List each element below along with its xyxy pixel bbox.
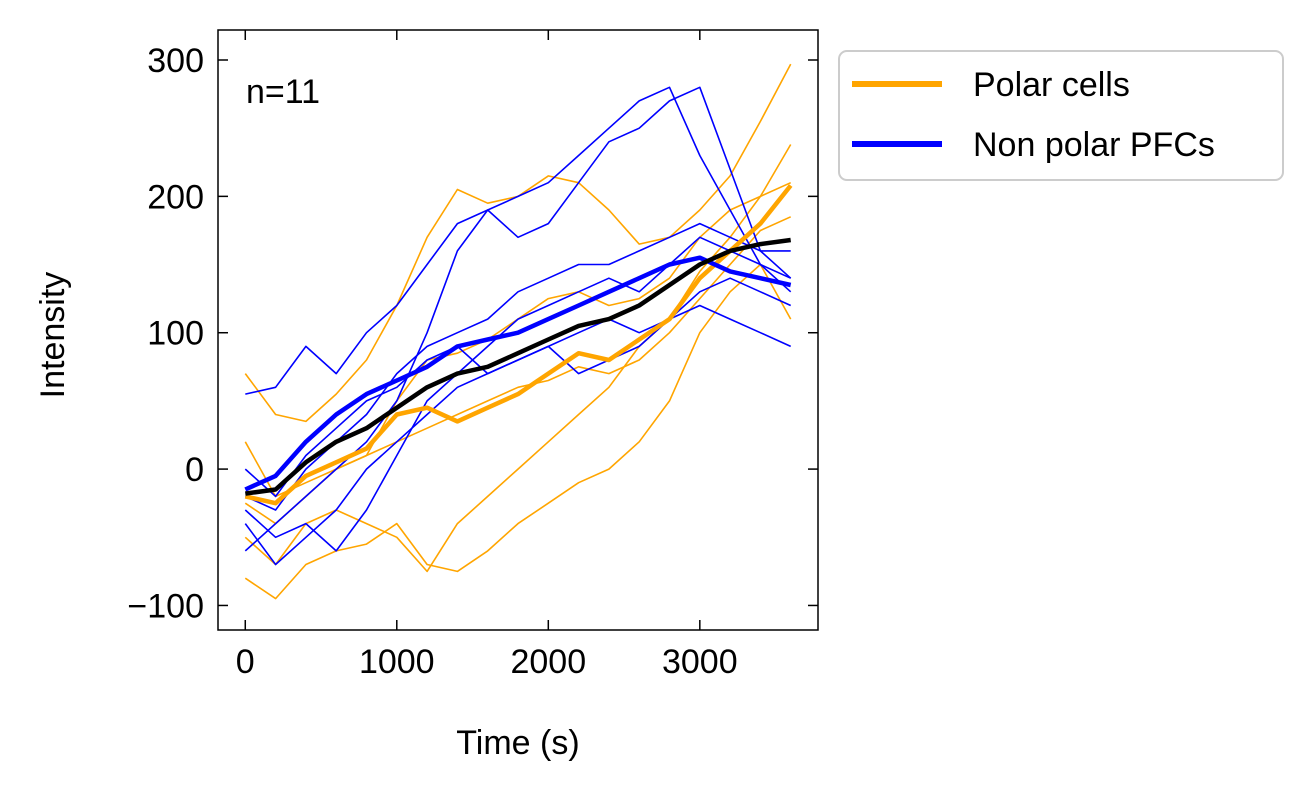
- legend-label-non-polar-pfcs: Non polar PFCs: [973, 126, 1215, 164]
- y-axis-title: Intensity: [34, 272, 72, 399]
- series-line-nonpolar-individual-11: [244, 304, 792, 498]
- ticks-layer: 0 1000 2000 3000 −100 0 100 200 300: [127, 30, 818, 681]
- x-tick-label: 3000: [662, 643, 738, 681]
- y-tick-label: 0: [185, 451, 204, 489]
- series-line-polar-individual-3: [244, 63, 792, 423]
- series-line-polar-individual-5: [244, 144, 792, 573]
- y-tick-label: 300: [147, 42, 204, 80]
- legend-label-polar-cells: Polar cells: [973, 66, 1130, 104]
- series-line-polar-mean: [244, 184, 793, 506]
- series-line-nonpolar-individual-12: [244, 236, 792, 552]
- series-line-nonpolar-individual-8: [245, 86, 792, 395]
- plot-frame: [217, 29, 819, 631]
- lines-layer: [244, 63, 793, 600]
- legend-box: [838, 50, 1284, 181]
- series-line-polar-individual-4: [244, 263, 792, 600]
- series-line-nonpolar-mean: [244, 255, 792, 492]
- series-line-nonpolar-individual-9: [244, 86, 792, 552]
- series-line-overall-mean: [244, 237, 792, 496]
- y-tick-label: 100: [147, 315, 204, 353]
- sample-size-annotation: n=11: [246, 73, 320, 111]
- legend: Polar cells Non polar PFCs: [838, 50, 1284, 181]
- x-tick-label: 1000: [359, 643, 435, 681]
- x-tick-label: 0: [236, 643, 255, 681]
- x-tick-label: 2000: [510, 643, 586, 681]
- y-tick-label: 200: [147, 178, 204, 216]
- x-axis-title: Time (s): [456, 724, 579, 762]
- y-tick-label: −100: [127, 587, 204, 625]
